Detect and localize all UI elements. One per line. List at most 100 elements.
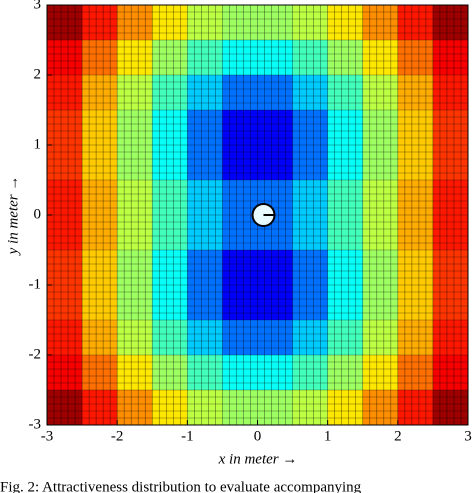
heat-cell: [327, 5, 364, 41]
heat-cell: [47, 180, 83, 216]
heat-cell: [222, 250, 258, 286]
y-tick-label: -2: [29, 346, 42, 362]
heat-cell: [362, 110, 399, 146]
heat-cell: [222, 320, 258, 356]
heat-cell: [292, 355, 329, 391]
heat-cell: [47, 40, 83, 76]
heat-cell: [362, 145, 399, 181]
heat-cell: [397, 285, 434, 321]
heat-cell: [327, 110, 364, 146]
heat-cell: [152, 250, 188, 286]
heat-cell: [257, 145, 294, 181]
x-tick-label: -2: [111, 428, 124, 444]
x-tick-label: -1: [181, 428, 194, 444]
heat-cell: [432, 250, 469, 286]
heat-cell: [222, 355, 258, 391]
y-tick-label: 3: [34, 0, 42, 12]
heat-cell: [292, 5, 329, 41]
heat-cell: [47, 250, 83, 286]
heat-cell: [292, 250, 329, 286]
heat-cell: [257, 320, 294, 356]
heat-cell: [397, 145, 434, 181]
heat-cell: [257, 390, 294, 426]
heat-cell: [222, 390, 258, 426]
heat-cell: [362, 250, 399, 286]
heat-cell: [222, 110, 258, 146]
heat-cell: [362, 40, 399, 76]
heat-cell: [152, 285, 188, 321]
heat-cell: [327, 250, 364, 286]
heat-cell: [432, 355, 469, 391]
heat-cell: [187, 180, 223, 216]
heat-cell: [432, 110, 469, 146]
x-tick-label: 3: [464, 428, 472, 444]
heat-cell: [327, 285, 364, 321]
heat-cell: [187, 320, 223, 356]
heat-cell: [257, 110, 294, 146]
heat-cell: [397, 390, 434, 426]
heat-cell: [292, 215, 329, 251]
heat-cell: [117, 320, 153, 356]
heat-cell: [82, 390, 118, 426]
heat-cell: [292, 145, 329, 181]
heat-cell: [47, 110, 83, 146]
heat-cell: [362, 355, 399, 391]
y-tick-label: -1: [29, 276, 42, 292]
heat-cell: [82, 320, 118, 356]
heat-cell: [362, 285, 399, 321]
heat-cell: [117, 180, 153, 216]
heat-cell: [152, 5, 188, 41]
heat-cell: [257, 285, 294, 321]
heat-cell: [187, 75, 223, 111]
heat-cell: [187, 145, 223, 181]
heat-cell: [397, 355, 434, 391]
heat-cell: [82, 355, 118, 391]
heat-cell: [222, 75, 258, 111]
heat-cell: [82, 180, 118, 216]
heat-cell: [187, 40, 223, 76]
heat-cell: [187, 355, 223, 391]
x-tick-label: 0: [254, 428, 262, 444]
heat-cell: [327, 40, 364, 76]
heat-cell: [152, 145, 188, 181]
heat-cell: [82, 110, 118, 146]
y-tick-label: 1: [34, 136, 42, 152]
axes: -3 -2 -1 0 1 2 3 -3 -2 -1 0 1 2 3: [29, 0, 472, 444]
heat-cell: [292, 390, 329, 426]
heat-cell: [117, 355, 153, 391]
heat-cell: [117, 40, 153, 76]
heat-cell: [397, 215, 434, 251]
heat-cell: [362, 320, 399, 356]
heat-cell: [47, 75, 83, 111]
heat-cell: [397, 250, 434, 286]
heat-cell: [187, 215, 223, 251]
heat-cell: [292, 110, 329, 146]
heat-cell: [432, 5, 469, 41]
heat-cell: [257, 5, 294, 41]
heat-cell: [397, 5, 434, 41]
heat-cell: [152, 180, 188, 216]
heat-cell: [327, 390, 364, 426]
heat-cell: [292, 320, 329, 356]
heat-cell: [117, 215, 153, 251]
caption: Fig. 2: Attractiveness distribution to e…: [0, 479, 362, 493]
heat-cell: [222, 145, 258, 181]
heat-cell: [47, 5, 83, 41]
y-tick-label: 0: [34, 206, 42, 222]
heat-cell: [82, 40, 118, 76]
heat-cell: [397, 110, 434, 146]
heat-cell: [152, 110, 188, 146]
heat-cell: [117, 285, 153, 321]
heat-cell: [117, 110, 153, 146]
heat-cell: [222, 215, 258, 251]
heat-cell: [47, 355, 83, 391]
heat-cell: [117, 5, 153, 41]
heat-cell: [47, 285, 83, 321]
heat-cell: [397, 180, 434, 216]
heat-cell: [257, 75, 294, 111]
heat-cell: [397, 320, 434, 356]
heat-cell: [292, 285, 329, 321]
heat-cell: [362, 215, 399, 251]
heat-cell: [152, 390, 188, 426]
heat-cell: [432, 390, 469, 426]
